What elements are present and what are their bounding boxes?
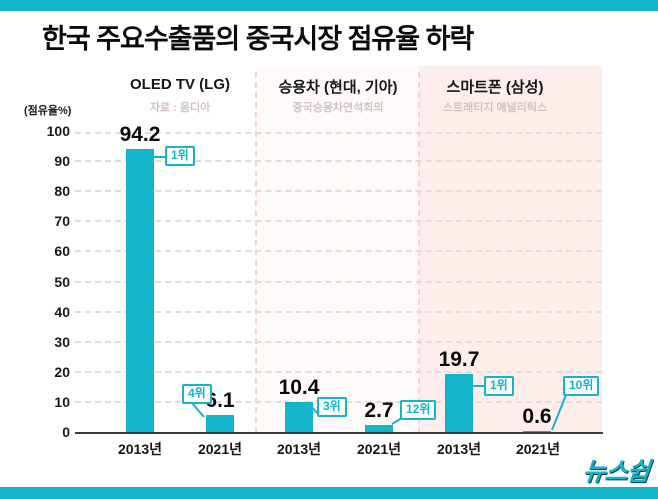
value-label-oled-2013: 94.2 [119, 123, 161, 146]
value-label-cars-2013: 10.4 [278, 376, 320, 399]
gridline-20 [75, 371, 602, 373]
section-divider-1 [255, 72, 257, 433]
rank-badge-smartphone-2013: 1위 [484, 376, 514, 396]
bar-smartphone-2013: 19.7 [439, 348, 479, 433]
group-source-oled: 자료 : 옴디아 [149, 102, 211, 114]
rank-badge-oled-2013: 1위 [165, 146, 195, 166]
y-tick-100: 100 [46, 123, 70, 139]
x-tick-oled-2021: 2021년 [197, 441, 243, 457]
y-tick-50: 50 [54, 274, 70, 290]
y-tick-20: 20 [54, 364, 70, 380]
bar-oled-2013: 94.2 [120, 123, 160, 433]
y-tick-60: 60 [54, 243, 70, 259]
y-tick-90: 90 [54, 153, 70, 169]
plot-area: 94.2 6.1 10.4 2.7 19.7 0.6 1위 4위 3위 12위 … [75, 123, 602, 433]
y-tick-10: 10 [54, 394, 70, 410]
group-source-cars: 중국승용차연석회의 [292, 102, 384, 114]
gridline-100 [75, 132, 602, 134]
group-title-cars: 승용차 (현대, 기아) [278, 79, 398, 96]
group-title-oled: OLED TV (LG) [130, 76, 230, 93]
gridline-70 [75, 220, 602, 222]
page-title: 한국 주요수출품의 중국시장 점유율 하락 [42, 24, 474, 54]
group-source-smartphone: 스트래티지 애널리틱스 [442, 102, 548, 114]
x-tick-cars-2021: 2021년 [356, 441, 402, 457]
x-tick-cars-2013: 2013년 [276, 441, 322, 457]
rank-badge-cars-2021: 12위 [400, 400, 437, 420]
x-axis-line [75, 432, 603, 434]
rank-badge-cars-2013: 3위 [317, 397, 347, 417]
gridline-30 [75, 341, 602, 343]
bar-oled-2021: 6.1 [205, 389, 235, 433]
y-axis-unit-label: (점유율%) [24, 105, 72, 117]
gridline-90 [75, 160, 602, 162]
bar-cars-2013: 10.4 [279, 376, 319, 433]
value-label-smartphone-2021: 0.6 [522, 405, 552, 428]
x-tick-smartphone-2021: 2021년 [515, 441, 561, 457]
x-tick-oled-2013: 2013년 [117, 441, 163, 457]
rank-badge-oled-2021: 4위 [182, 384, 212, 404]
y-tick-40: 40 [54, 304, 70, 320]
newsship-logo: 뉴스쉽 [581, 458, 651, 486]
gridline-40 [75, 311, 602, 313]
gridline-80 [75, 190, 602, 192]
y-tick-0: 0 [62, 424, 70, 440]
bottom-accent-bar [0, 487, 658, 499]
gridline-50 [75, 281, 602, 283]
gridline-60 [75, 250, 602, 252]
section-divider-2 [418, 72, 420, 433]
x-tick-smartphone-2013: 2013년 [436, 441, 482, 457]
group-title-smartphone: 스마트폰 (삼성) [446, 79, 544, 96]
y-tick-80: 80 [54, 183, 70, 199]
y-tick-70: 70 [54, 213, 70, 229]
y-tick-30: 30 [54, 334, 70, 350]
value-label-oled-2021: 6.1 [205, 389, 235, 412]
value-label-cars-2021: 2.7 [364, 399, 394, 422]
value-label-smartphone-2013: 19.7 [438, 348, 480, 371]
rank-badge-smartphone-2021: 10위 [563, 376, 600, 396]
top-accent-bar [0, 0, 658, 11]
bar-cars-2021: 2.7 [364, 399, 394, 433]
